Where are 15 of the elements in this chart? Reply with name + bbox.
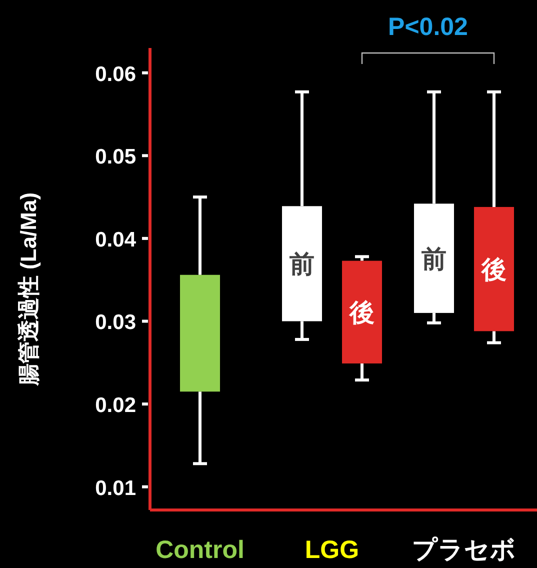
y-tick-label: 0.03: [95, 311, 136, 334]
y-tick-label: 0.05: [95, 146, 136, 169]
x-tick-label: プラセボ: [412, 536, 516, 564]
series-label: 後: [348, 299, 374, 328]
x-tick-label: LGG: [304, 536, 360, 564]
text: 前: [422, 245, 446, 274]
y-tick-label: 0.02: [95, 394, 136, 418]
y-tick-label: 0.06: [95, 62, 136, 86]
y-axis-title: 腸管透過性 (La/Ma): [16, 192, 41, 387]
text: 後: [482, 256, 506, 284]
series-label: 前: [288, 250, 314, 279]
y-tick-label: 0.01: [95, 476, 136, 500]
x-tick-label: Control: [156, 536, 244, 564]
y-tick-label: 0.04: [95, 228, 136, 252]
text: P<0.02: [388, 13, 468, 41]
